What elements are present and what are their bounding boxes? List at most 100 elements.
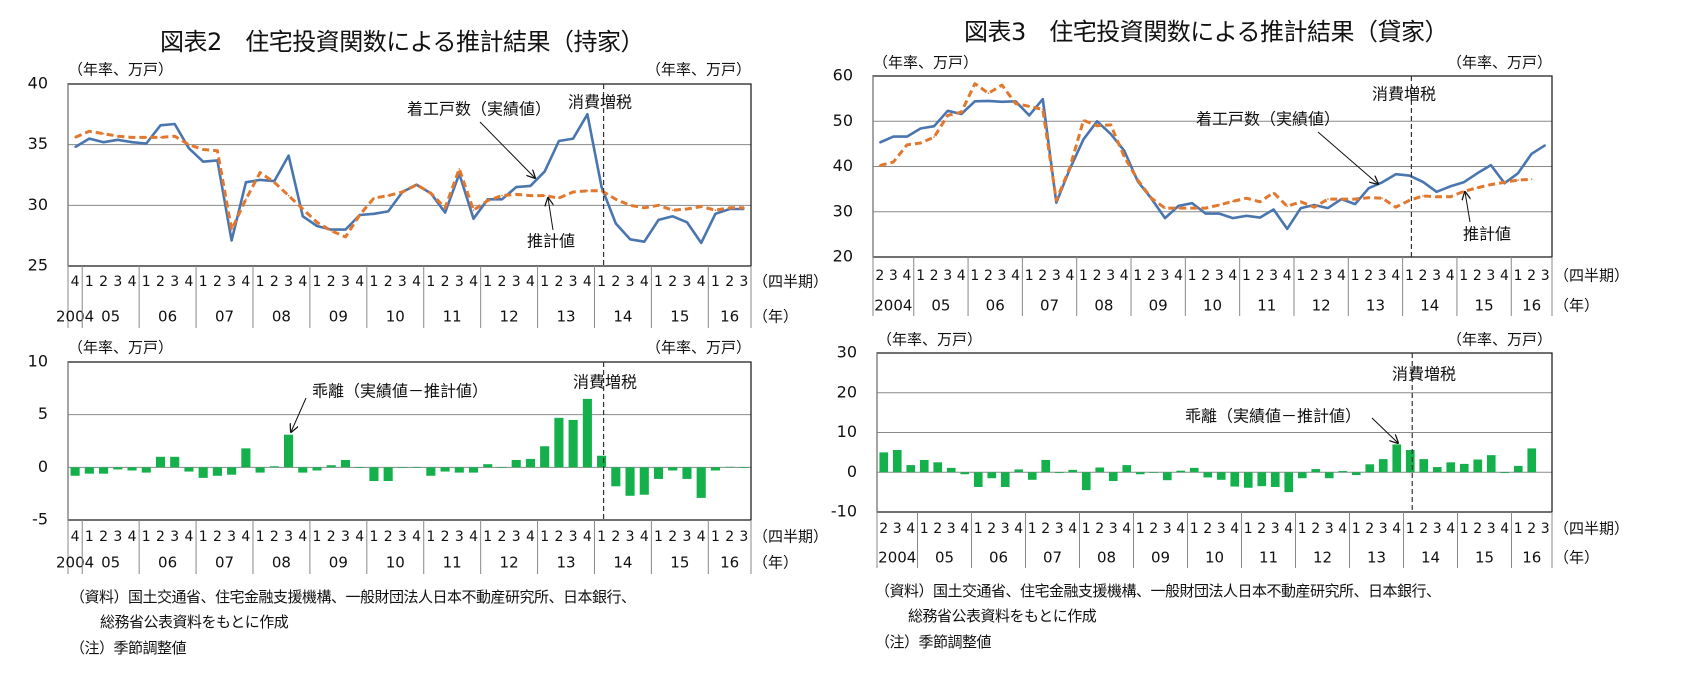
- quarter-tick-label: 1: [1352, 521, 1361, 537]
- quarter-tick-label: 4: [1068, 521, 1077, 537]
- bar: [440, 467, 450, 472]
- quarter-tick-label: 3: [455, 529, 464, 545]
- bar: [1257, 472, 1267, 487]
- year-tick-label: 13: [1366, 297, 1385, 315]
- y-axis-unit-label-left: （年率、万戸）: [68, 61, 173, 79]
- quarter-tick-label: 1: [540, 274, 549, 290]
- quarter-tick-label: 3: [113, 274, 122, 290]
- quarter-tick-label: 1: [369, 274, 378, 290]
- actual-point: [1449, 185, 1451, 188]
- y-tick-label: 10: [837, 422, 857, 441]
- quarter-tick-label: 1: [256, 529, 265, 545]
- estimate-point: [1272, 191, 1275, 194]
- estimate-point: [1177, 207, 1180, 209]
- bar: [70, 467, 80, 476]
- estimate-point: [1259, 200, 1261, 203]
- estimate-point: [700, 205, 702, 208]
- quarter-tick-label: 3: [284, 274, 293, 290]
- quarter-tick-label: 4: [1122, 521, 1131, 537]
- quarter-tick-label: 4: [184, 529, 193, 545]
- estimate-point: [960, 111, 963, 113]
- y-tick-label: 30: [837, 343, 857, 362]
- y-tick-label: 25: [28, 256, 48, 275]
- estimate-point: [301, 208, 304, 210]
- quarter-tick-label: 2: [875, 268, 884, 284]
- y-tick-label: -5: [32, 510, 48, 529]
- actual-point: [1530, 153, 1533, 155]
- estimate-point: [173, 135, 176, 137]
- quarter-tick-label: 2: [1257, 521, 1266, 537]
- x-axis-quarter-label: （四半期）: [753, 273, 828, 291]
- bar: [1284, 472, 1294, 493]
- y-tick-label: 40: [28, 74, 48, 93]
- actual-point: [600, 186, 603, 188]
- quarter-tick-label: 2: [1149, 521, 1158, 537]
- bar: [1500, 472, 1510, 474]
- estimate-point: [1041, 108, 1044, 111]
- year-tick-label: 15: [670, 308, 689, 326]
- bar: [1189, 467, 1199, 473]
- bar: [1203, 472, 1213, 478]
- quarter-tick-label: 4: [960, 521, 969, 537]
- estimate-point: [1109, 124, 1112, 126]
- estimate-point: [1313, 206, 1316, 209]
- quarter-tick-label: 3: [512, 529, 521, 545]
- year-tick-label: 15: [1475, 549, 1494, 567]
- actual-point: [1462, 181, 1465, 184]
- figure2-footnote: （注）季節調整値: [70, 639, 187, 657]
- actual-point: [259, 179, 261, 181]
- y-tick-label: 10: [28, 352, 48, 371]
- estimate-point: [1517, 179, 1519, 181]
- x-axis-year-label: （年）: [753, 554, 798, 572]
- bar: [298, 467, 308, 473]
- estimate-point: [1462, 190, 1465, 193]
- bar: [198, 467, 208, 478]
- bar: [540, 446, 550, 468]
- bar: [933, 462, 943, 473]
- quarter-tick-label: 1: [199, 529, 208, 545]
- estimate-point: [1367, 196, 1370, 199]
- quarter-tick-label: 1: [1136, 521, 1145, 537]
- quarter-tick-label: 1: [1133, 268, 1142, 284]
- bar: [568, 419, 578, 468]
- estimate-point: [1476, 186, 1479, 189]
- quarter-tick-label: 1: [1188, 268, 1197, 284]
- quarter-tick-label: 3: [1055, 521, 1064, 537]
- estimate-point: [1069, 166, 1071, 169]
- actual-point: [1490, 164, 1492, 166]
- quarter-tick-label: 1: [540, 529, 549, 545]
- bar: [1122, 465, 1132, 473]
- quarter-tick-label: 1: [313, 529, 322, 545]
- quarter-tick-label: 4: [1500, 521, 1509, 537]
- year-tick-label: 16: [720, 308, 739, 326]
- quarter-tick-label: 1: [483, 274, 492, 290]
- bar: [1324, 472, 1334, 479]
- quarter-tick-label: 1: [974, 521, 983, 537]
- actual-point: [1272, 208, 1275, 211]
- quarter-tick-label: 4: [1230, 521, 1239, 537]
- bar: [554, 417, 564, 468]
- bar: [1216, 472, 1226, 480]
- actual-point: [987, 100, 990, 102]
- estimate-point: [1123, 155, 1126, 158]
- bar: [511, 459, 521, 468]
- year-tick-label: 06: [158, 554, 177, 572]
- quarter-tick-label: 1: [426, 529, 435, 545]
- quarter-tick-label: 3: [398, 529, 407, 545]
- estimate-point: [558, 197, 560, 199]
- actual-point: [1055, 201, 1058, 204]
- actual-point: [974, 100, 976, 103]
- annotation-arrow: [548, 198, 553, 231]
- actual-point: [1354, 203, 1356, 205]
- quarter-tick-label: 4: [1174, 268, 1183, 284]
- actual-point: [387, 210, 389, 213]
- quarter-tick-label: 2: [1203, 521, 1212, 537]
- quarter-tick-label: 3: [284, 529, 293, 545]
- quarter-tick-label: 3: [569, 274, 578, 290]
- quarter-tick-label: 4: [355, 529, 364, 545]
- estimate-point: [1327, 198, 1329, 200]
- actual-point: [472, 217, 475, 220]
- bar: [1081, 472, 1091, 491]
- x-axis-year-label: （年）: [1554, 297, 1599, 315]
